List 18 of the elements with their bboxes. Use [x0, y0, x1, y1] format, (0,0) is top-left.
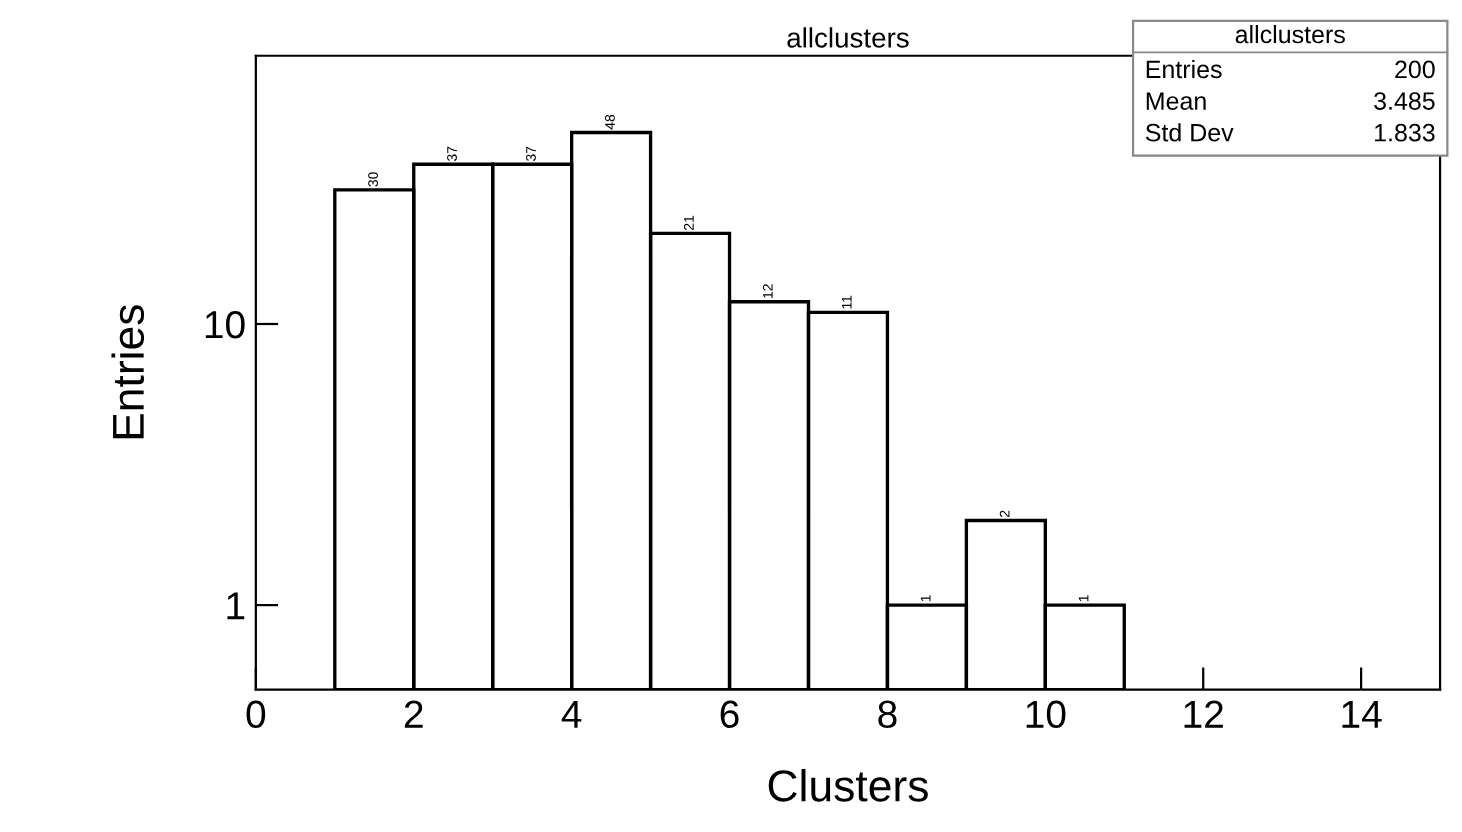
x-tick-label: 6 [720, 700, 739, 729]
annotation: Mean [1146, 92, 1206, 110]
y-axis-title: Entries [111, 305, 145, 439]
text: allclusters [1235, 24, 1345, 44]
x-tick-label: 4 [561, 700, 582, 728]
chart-title: allclusters [787, 27, 909, 48]
x-tick-label: 0 [246, 700, 266, 729]
annotation: 200 [1395, 60, 1435, 79]
annotation: 3.485 [1374, 92, 1435, 110]
annotation: Std Dev [1145, 123, 1234, 142]
x-tick-label: 8 [878, 700, 897, 729]
x-tick-label: 12 [1184, 700, 1223, 728]
x-axis-title: Clusters [768, 769, 928, 802]
annotation: 1.833 [1375, 123, 1435, 142]
annotation: Entries [1146, 59, 1222, 79]
x-tick-label: 2 [404, 700, 423, 728]
x-tick-label: 10 [1026, 700, 1066, 729]
x-tick-label: 14 [1342, 700, 1382, 728]
